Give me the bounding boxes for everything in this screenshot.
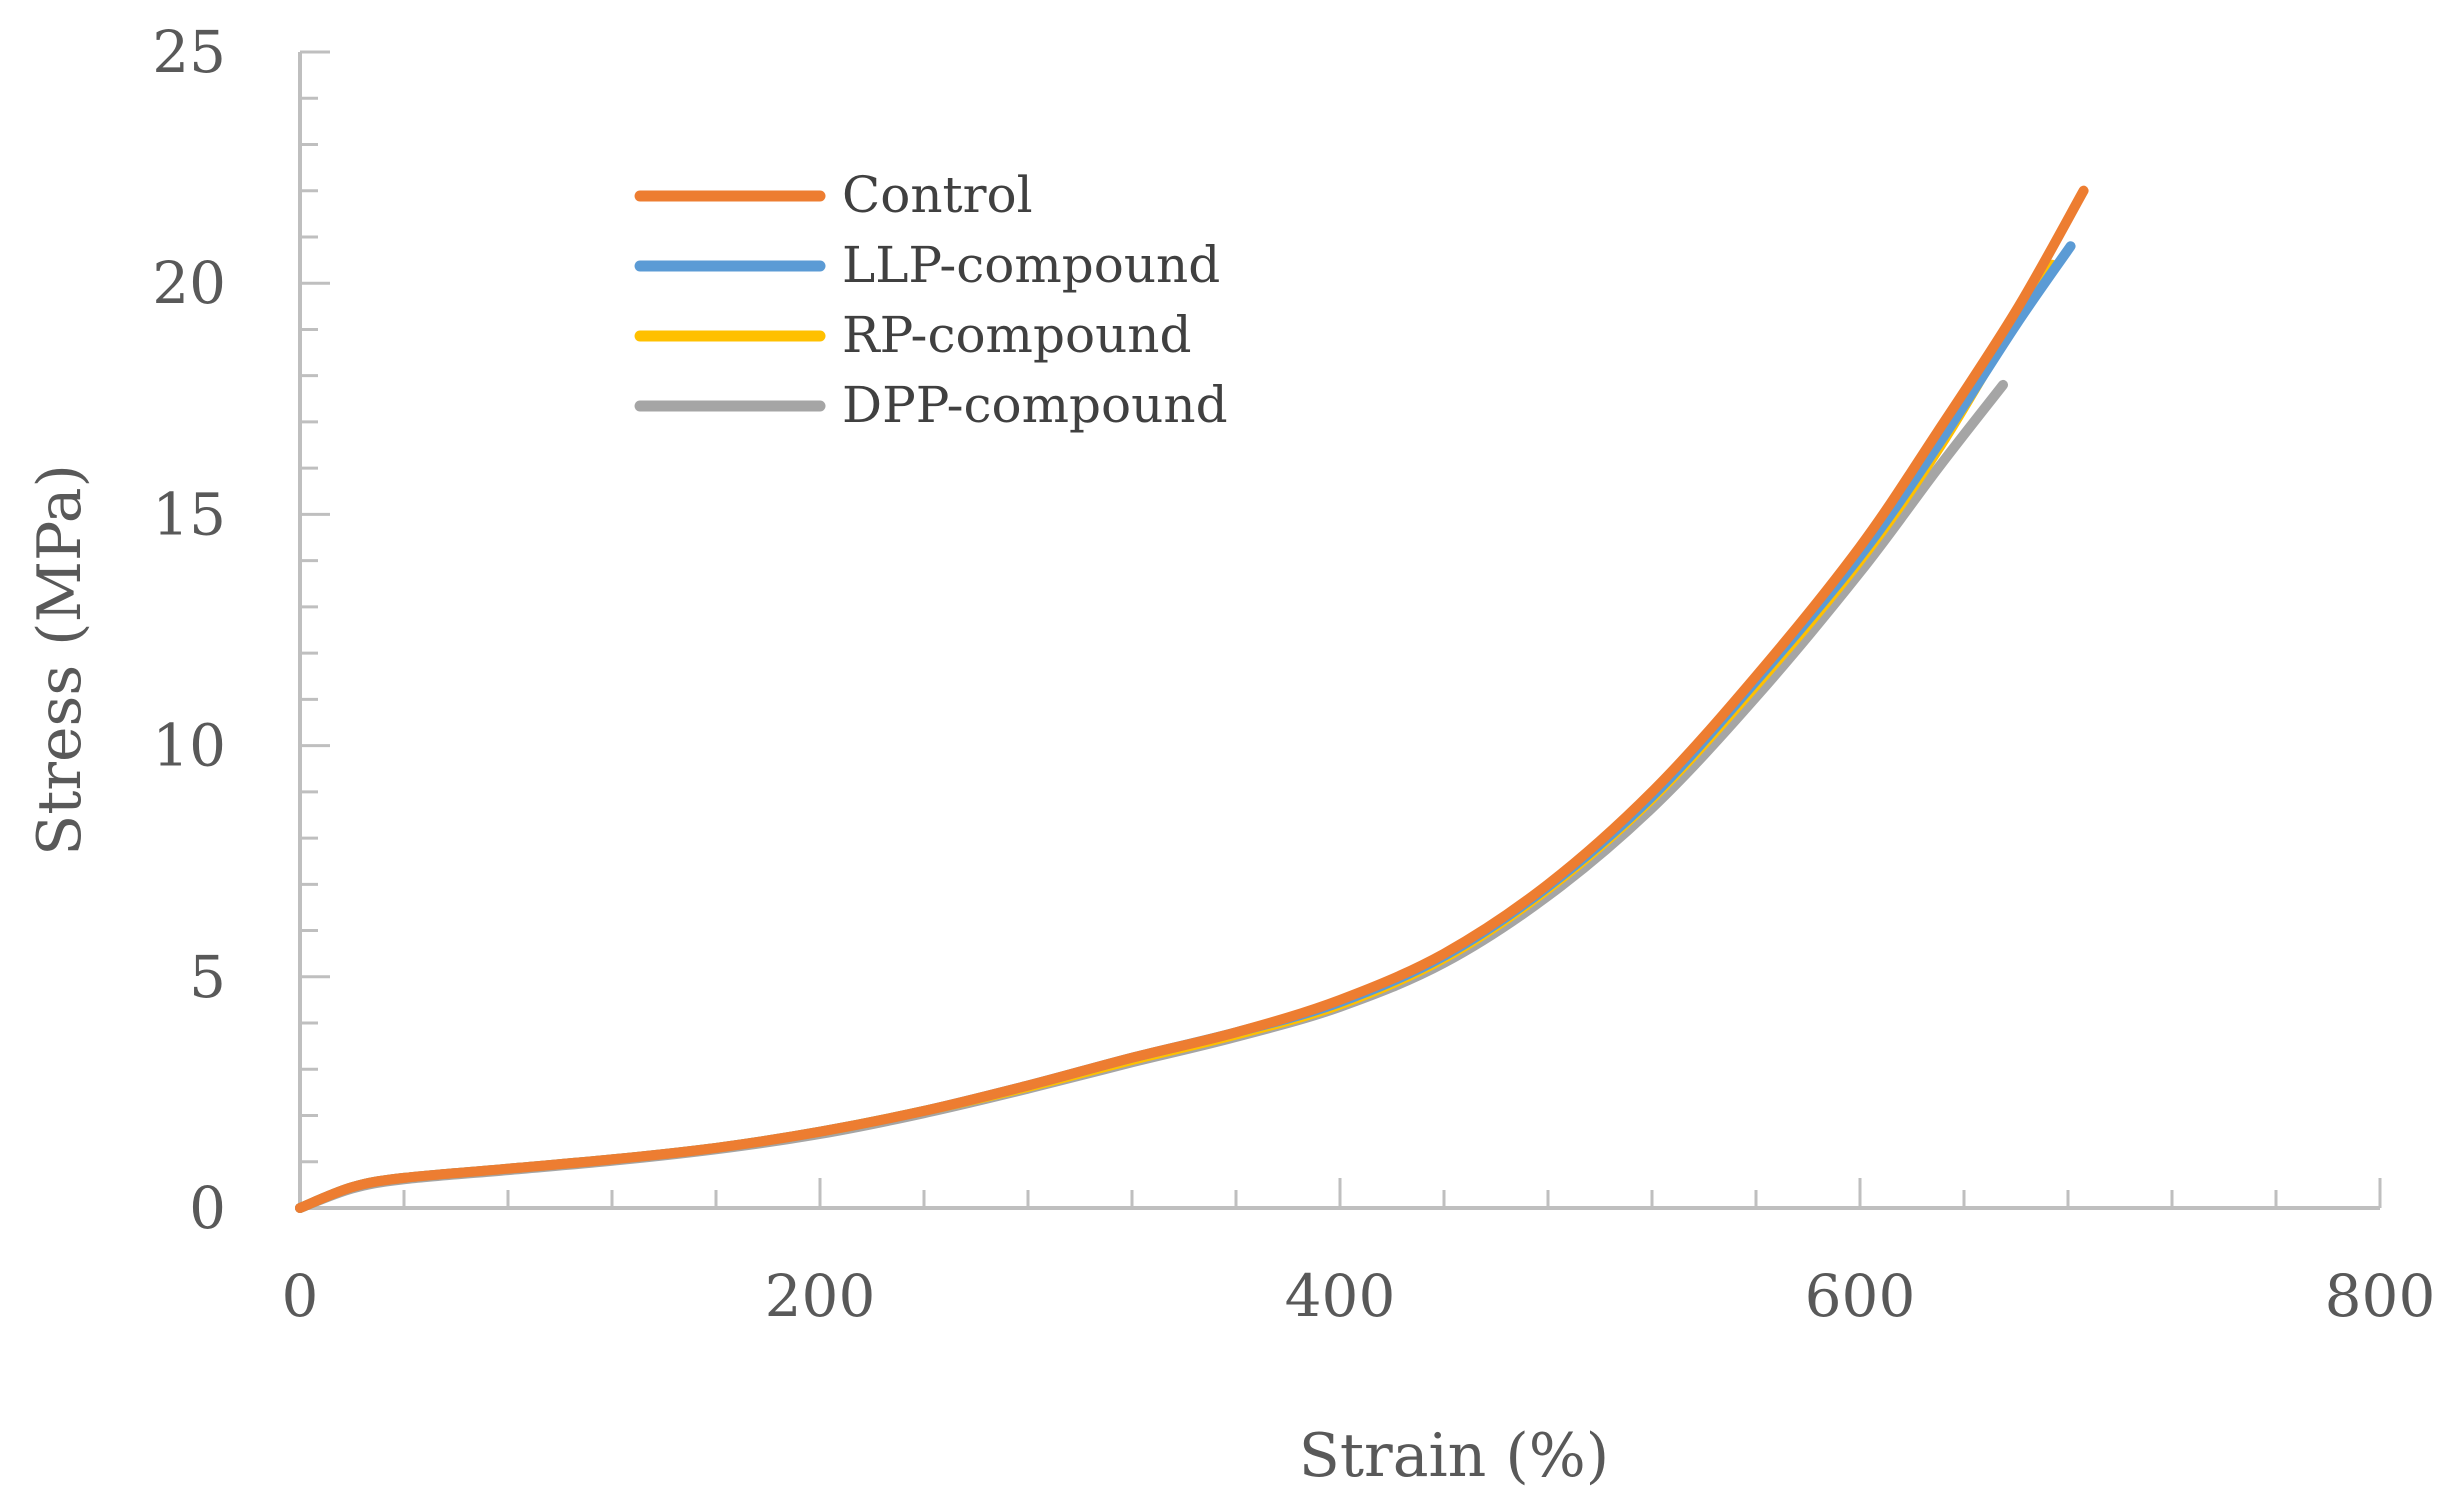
x-axis-title: Strain (%): [1299, 1421, 1609, 1491]
legend-label-llp-compound: LLP-compound: [842, 236, 1220, 294]
y-tick-label: 15: [152, 480, 226, 548]
series-line-dpp-compound: [295, 379, 2008, 1213]
y-tick-label: 10: [152, 712, 226, 780]
x-tick-labels: 0 200 400 600 800: [282, 1262, 2436, 1330]
series-lines: [295, 185, 2089, 1213]
x-tick-label: 800: [2325, 1262, 2436, 1330]
y-tick-label: 20: [152, 249, 226, 317]
legend-label-control: Control: [842, 166, 1033, 224]
legend-label-dpp-compound: DPP-compound: [842, 376, 1228, 434]
x-tick-label: 400: [1285, 1262, 1396, 1330]
y-tick-label: 25: [152, 18, 226, 86]
series-line-control: [295, 185, 2089, 1213]
x-tick-label: 600: [1805, 1262, 1916, 1330]
y-axis-title: Stress (MPa): [25, 464, 95, 856]
minor-ticks: [298, 50, 2382, 1210]
x-tick-label: 200: [765, 1262, 876, 1330]
y-tick-label: 0: [189, 1174, 226, 1242]
legend: Control LLP-compound RP-compound DPP-compou…: [634, 166, 1228, 434]
y-tick-labels: 0 5 10 15 20 25: [152, 18, 226, 1242]
x-tick-label: 0: [282, 1262, 319, 1330]
legend-label-rp-compound: RP-compound: [842, 306, 1192, 364]
y-tick-label: 5: [189, 943, 226, 1011]
axes: [298, 52, 2380, 1210]
